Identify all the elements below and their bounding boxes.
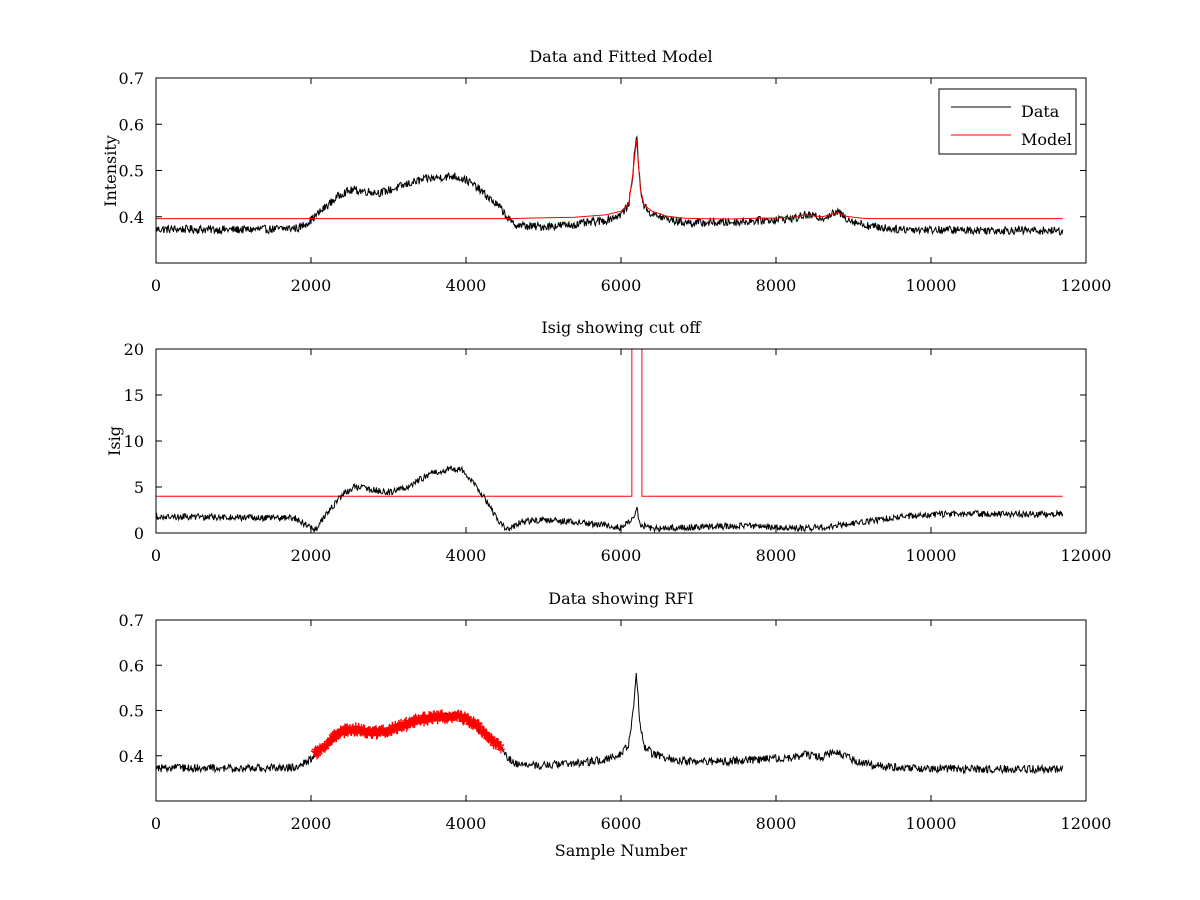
x-tick-label: 0	[151, 814, 161, 833]
legend-box	[938, 88, 1077, 155]
plot-area	[156, 349, 1064, 533]
x-tick-label: 12000	[1061, 814, 1112, 833]
y-tick-label: 5	[134, 478, 144, 497]
x-tick-label: 4000	[446, 546, 487, 565]
x-tick-label: 8000	[756, 276, 797, 295]
rfi-marker	[496, 741, 505, 750]
rfi-marker	[314, 749, 323, 758]
panel-data-showing-rfi: Data showing RFI Sample Number 0 2000 4000…	[119, 589, 1112, 860]
axes-frame	[155, 619, 1087, 802]
rfi-markers	[310, 709, 505, 760]
y-axis-label: Isig	[105, 426, 124, 456]
x-tick-label: 2000	[291, 546, 332, 565]
x-tick-label: 2000	[291, 276, 332, 295]
panel-title: Data showing RFI	[548, 589, 693, 608]
x-tick-label: 10000	[906, 814, 957, 833]
rfi-marker	[328, 736, 337, 745]
rfi-marker	[313, 751, 322, 760]
axis-ticks: 0 2000 4000 6000 8000 10000 12000 0.4 0.5 0.6 0.7	[119, 611, 1112, 833]
axis-ticks: 0 2000 4000 6000 8000 10000 12000 0.4 0.5 0.6 0.7	[119, 69, 1112, 295]
x-tick-label: 8000	[756, 814, 797, 833]
plot-area	[156, 135, 1064, 236]
x-tick-label: 6000	[601, 276, 642, 295]
y-tick-label: 0.4	[119, 747, 144, 766]
legend: Data Model	[938, 88, 1077, 155]
y-axis-label: Intensity	[101, 135, 120, 207]
x-tick-label: 8000	[756, 546, 797, 565]
rfi-marker	[496, 745, 505, 754]
series-line-black	[156, 465, 1064, 533]
y-tick-label: 0.4	[119, 208, 144, 227]
y-tick-label: 0.6	[119, 656, 144, 675]
x-tick-label: 6000	[601, 814, 642, 833]
x-tick-label: 12000	[1061, 546, 1112, 565]
y-tick-label: 0.5	[119, 162, 144, 181]
axis-ticks: 0 2000 4000 6000 8000 10000 12000 0 5 10 15 20	[124, 340, 1112, 565]
y-tick-label: 0.6	[119, 115, 144, 134]
axes-frame	[155, 77, 1087, 264]
y-tick-label: 0.7	[119, 69, 144, 88]
x-tick-label: 10000	[906, 546, 957, 565]
y-tick-label: 20	[124, 340, 144, 359]
panel-data-and-fitted-model: Data and Fitted Model Intensity 0 2000 400…	[101, 47, 1111, 295]
x-tick-label: 4000	[446, 276, 487, 295]
x-tick-label: 0	[151, 546, 161, 565]
y-tick-label: 15	[124, 386, 144, 405]
y-tick-label: 0.5	[119, 702, 144, 721]
y-tick-label: 0.7	[119, 611, 144, 630]
series-line-red	[156, 349, 1063, 497]
rfi-marker	[463, 712, 472, 721]
y-tick-label: 0	[134, 524, 144, 543]
axes-frame	[155, 348, 1087, 534]
panel-isig-showing-cut-off: Isig showing cut off Isig 0 2000 4000 6000 8…	[105, 318, 1111, 565]
x-tick-label: 6000	[601, 546, 642, 565]
x-axis-label: Sample Number	[555, 841, 688, 860]
legend-entry-model: Model	[1021, 130, 1072, 149]
x-tick-label: 12000	[1061, 276, 1112, 295]
rfi-marker	[481, 728, 490, 737]
series-line-model	[156, 139, 1063, 220]
x-tick-label: 2000	[291, 814, 332, 833]
x-tick-label: 0	[151, 276, 161, 295]
panel-title: Data and Fitted Model	[529, 47, 712, 66]
series-line-data	[156, 135, 1064, 236]
plot-area	[156, 672, 1064, 775]
series-line-black	[156, 672, 1064, 775]
y-tick-label: 10	[124, 432, 144, 451]
x-tick-label: 10000	[906, 276, 957, 295]
x-tick-label: 4000	[446, 814, 487, 833]
panel-title: Isig showing cut off	[541, 318, 702, 337]
legend-entry-data: Data	[1021, 102, 1060, 121]
